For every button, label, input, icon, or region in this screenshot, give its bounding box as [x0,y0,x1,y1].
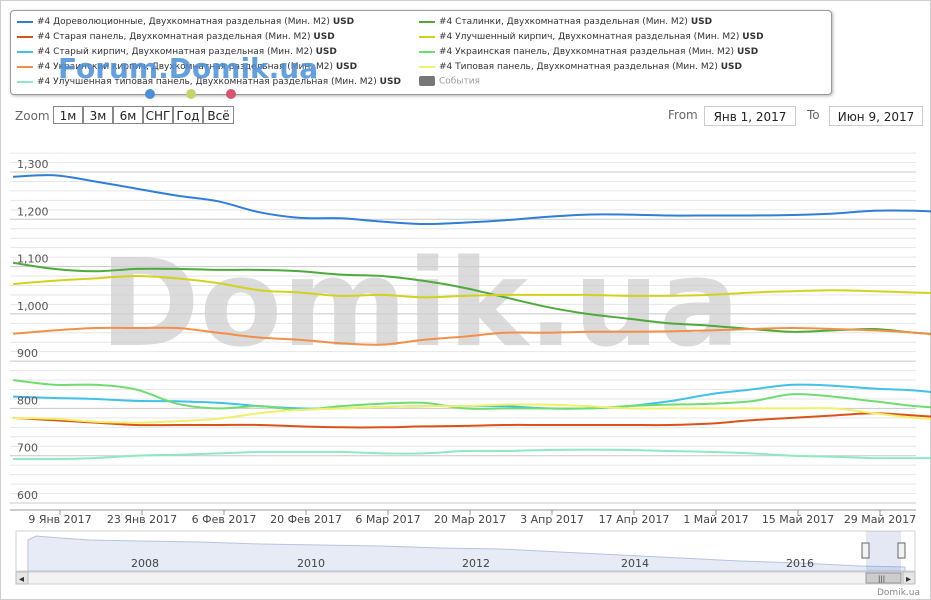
y-tick-label: 600 [17,489,38,502]
x-tick-label: 29 Май 2017 [844,513,916,526]
legend-item-events[interactable]: События [419,76,480,87]
legend-item[interactable]: #4 Дореволюционные, Двухкомнатная раздел… [17,17,354,27]
y-axis-labels: 600 700 800 900 1,000 1,100 1,200 1,300 [17,158,49,502]
legend-item[interactable]: #4 Типовая панель, Двухкомнатная раздель… [419,62,742,72]
y-tick-label: 1,200 [17,205,49,218]
y-tick-label: 700 [17,442,38,455]
x-tick-label: 9 Янв 2017 [28,513,91,526]
credit-link[interactable]: Domik.ua [877,588,920,598]
legend-item[interactable]: #4 Улучшенная типовая панель, Двухкомнат… [17,77,401,87]
navigator-selection[interactable] [866,531,901,571]
series-line[interactable] [13,403,931,424]
y-tick-label: 1,300 [17,158,49,171]
navigator-handle-right[interactable] [897,542,906,559]
legend: #4 Дореволюционные, Двухкомнатная раздел… [10,10,832,95]
y-tick-label: 1,000 [17,300,49,313]
scroll-right-arrow-icon: ▸ [906,574,911,585]
legend-item[interactable]: #4 Украинский кирпич, Двухкомнатная разд… [17,62,357,72]
legend-swatch [17,65,33,68]
blue-dot [145,89,155,99]
zoom-label: Zoom [15,109,50,123]
legend-swatch [419,65,435,68]
series-line[interactable] [13,448,931,461]
series-group [12,174,931,461]
x-tick-label: 6 Мар 2017 [355,513,420,526]
events-swatch [419,76,435,86]
legend-item[interactable]: #4 Украинская панель, Двухкомнатная разд… [419,47,758,57]
scroll-right-button[interactable] [902,571,916,585]
navigator-handle-left[interactable] [861,542,870,559]
series-line[interactable] [13,274,931,299]
scrollbar-thumb[interactable] [865,572,902,584]
x-tick-label: 20 Фев 2017 [270,513,342,526]
x-tick-label: 3 Апр 2017 [520,513,584,526]
zoom-year-button[interactable]: Год [173,106,203,124]
scrollbar[interactable]: ◂ ||| ▸ [15,571,916,585]
x-axis-labels: 9 Янв 2017 23 Янв 2017 6 Фев 2017 20 Фев 20… [28,513,916,526]
to-date-input[interactable]: Июн 9, 2017 [829,106,923,126]
series-line[interactable] [13,412,931,429]
series-line[interactable] [13,326,931,346]
x-tick-label: 15 Май 2017 [762,513,834,526]
navigator-year-label: 2010 [297,557,325,570]
navigator-year-label: 2014 [621,557,649,570]
scrollbar-grip-icon: ||| [878,575,885,583]
olive-dot [186,89,196,99]
legend-swatch [419,35,435,38]
legend-swatch [17,20,33,23]
legend-swatch [17,50,33,53]
navigator-year-label: 2008 [131,557,159,570]
legend-item[interactable]: #4 Сталинки, Двухкомнатная раздельная (М… [419,17,712,27]
legend-swatch [419,50,435,53]
legend-swatch [17,35,33,38]
scrollbar-track [15,571,916,585]
legend-swatch [419,20,435,23]
main-watermark: Domik.ua [100,235,740,374]
series-line[interactable] [12,261,931,335]
legend-swatch [17,80,33,83]
red-dot [226,89,236,99]
x-tick-label: 23 Янв 2017 [107,513,177,526]
x-tick-label: 20 Мар 2017 [434,513,506,526]
zoom-all-button[interactable]: Всё [203,106,234,124]
y-tick-label: 900 [17,347,38,360]
y-tick-label: 1,100 [17,253,49,266]
from-date-input[interactable]: Янв 1, 2017 [704,106,796,126]
x-tick-label: 1 Май 2017 [683,513,748,526]
navigator-year-label: 2016 [786,557,814,570]
scroll-left-button[interactable] [15,571,29,585]
zoom-1m-button[interactable]: 1м [53,106,83,124]
series-line[interactable] [12,379,931,411]
navigator-area [27,535,906,572]
zoom-ytd-button[interactable]: СНГ [143,106,173,124]
navigator[interactable]: 2008 2010 2012 2014 2016 [15,530,916,572]
zoom-3m-button[interactable]: 3м [83,106,113,124]
from-label: From [668,108,698,122]
to-label: To [807,108,820,122]
legend-item[interactable]: #4 Улучшенный кирпич, Двухкомнатная разд… [419,32,764,42]
legend-item[interactable]: #4 Старый кирпич, Двухкомнатная раздельн… [17,47,337,57]
zoom-6m-button[interactable]: 6м [113,106,143,124]
x-tick-label: 6 Фев 2017 [192,513,257,526]
y-tick-label: 800 [17,394,38,407]
scroll-left-arrow-icon: ◂ [19,574,24,585]
x-tick-label: 17 Апр 2017 [599,513,670,526]
navigator-year-labels: 2008 2010 2012 2014 2016 [131,557,814,570]
series-line[interactable] [13,174,931,226]
forum-watermark: Forum.Domik.ua [58,52,319,85]
legend-item[interactable]: #4 Старая панель, Двухкомнатная раздельн… [17,32,335,42]
navigator-year-label: 2012 [462,557,490,570]
